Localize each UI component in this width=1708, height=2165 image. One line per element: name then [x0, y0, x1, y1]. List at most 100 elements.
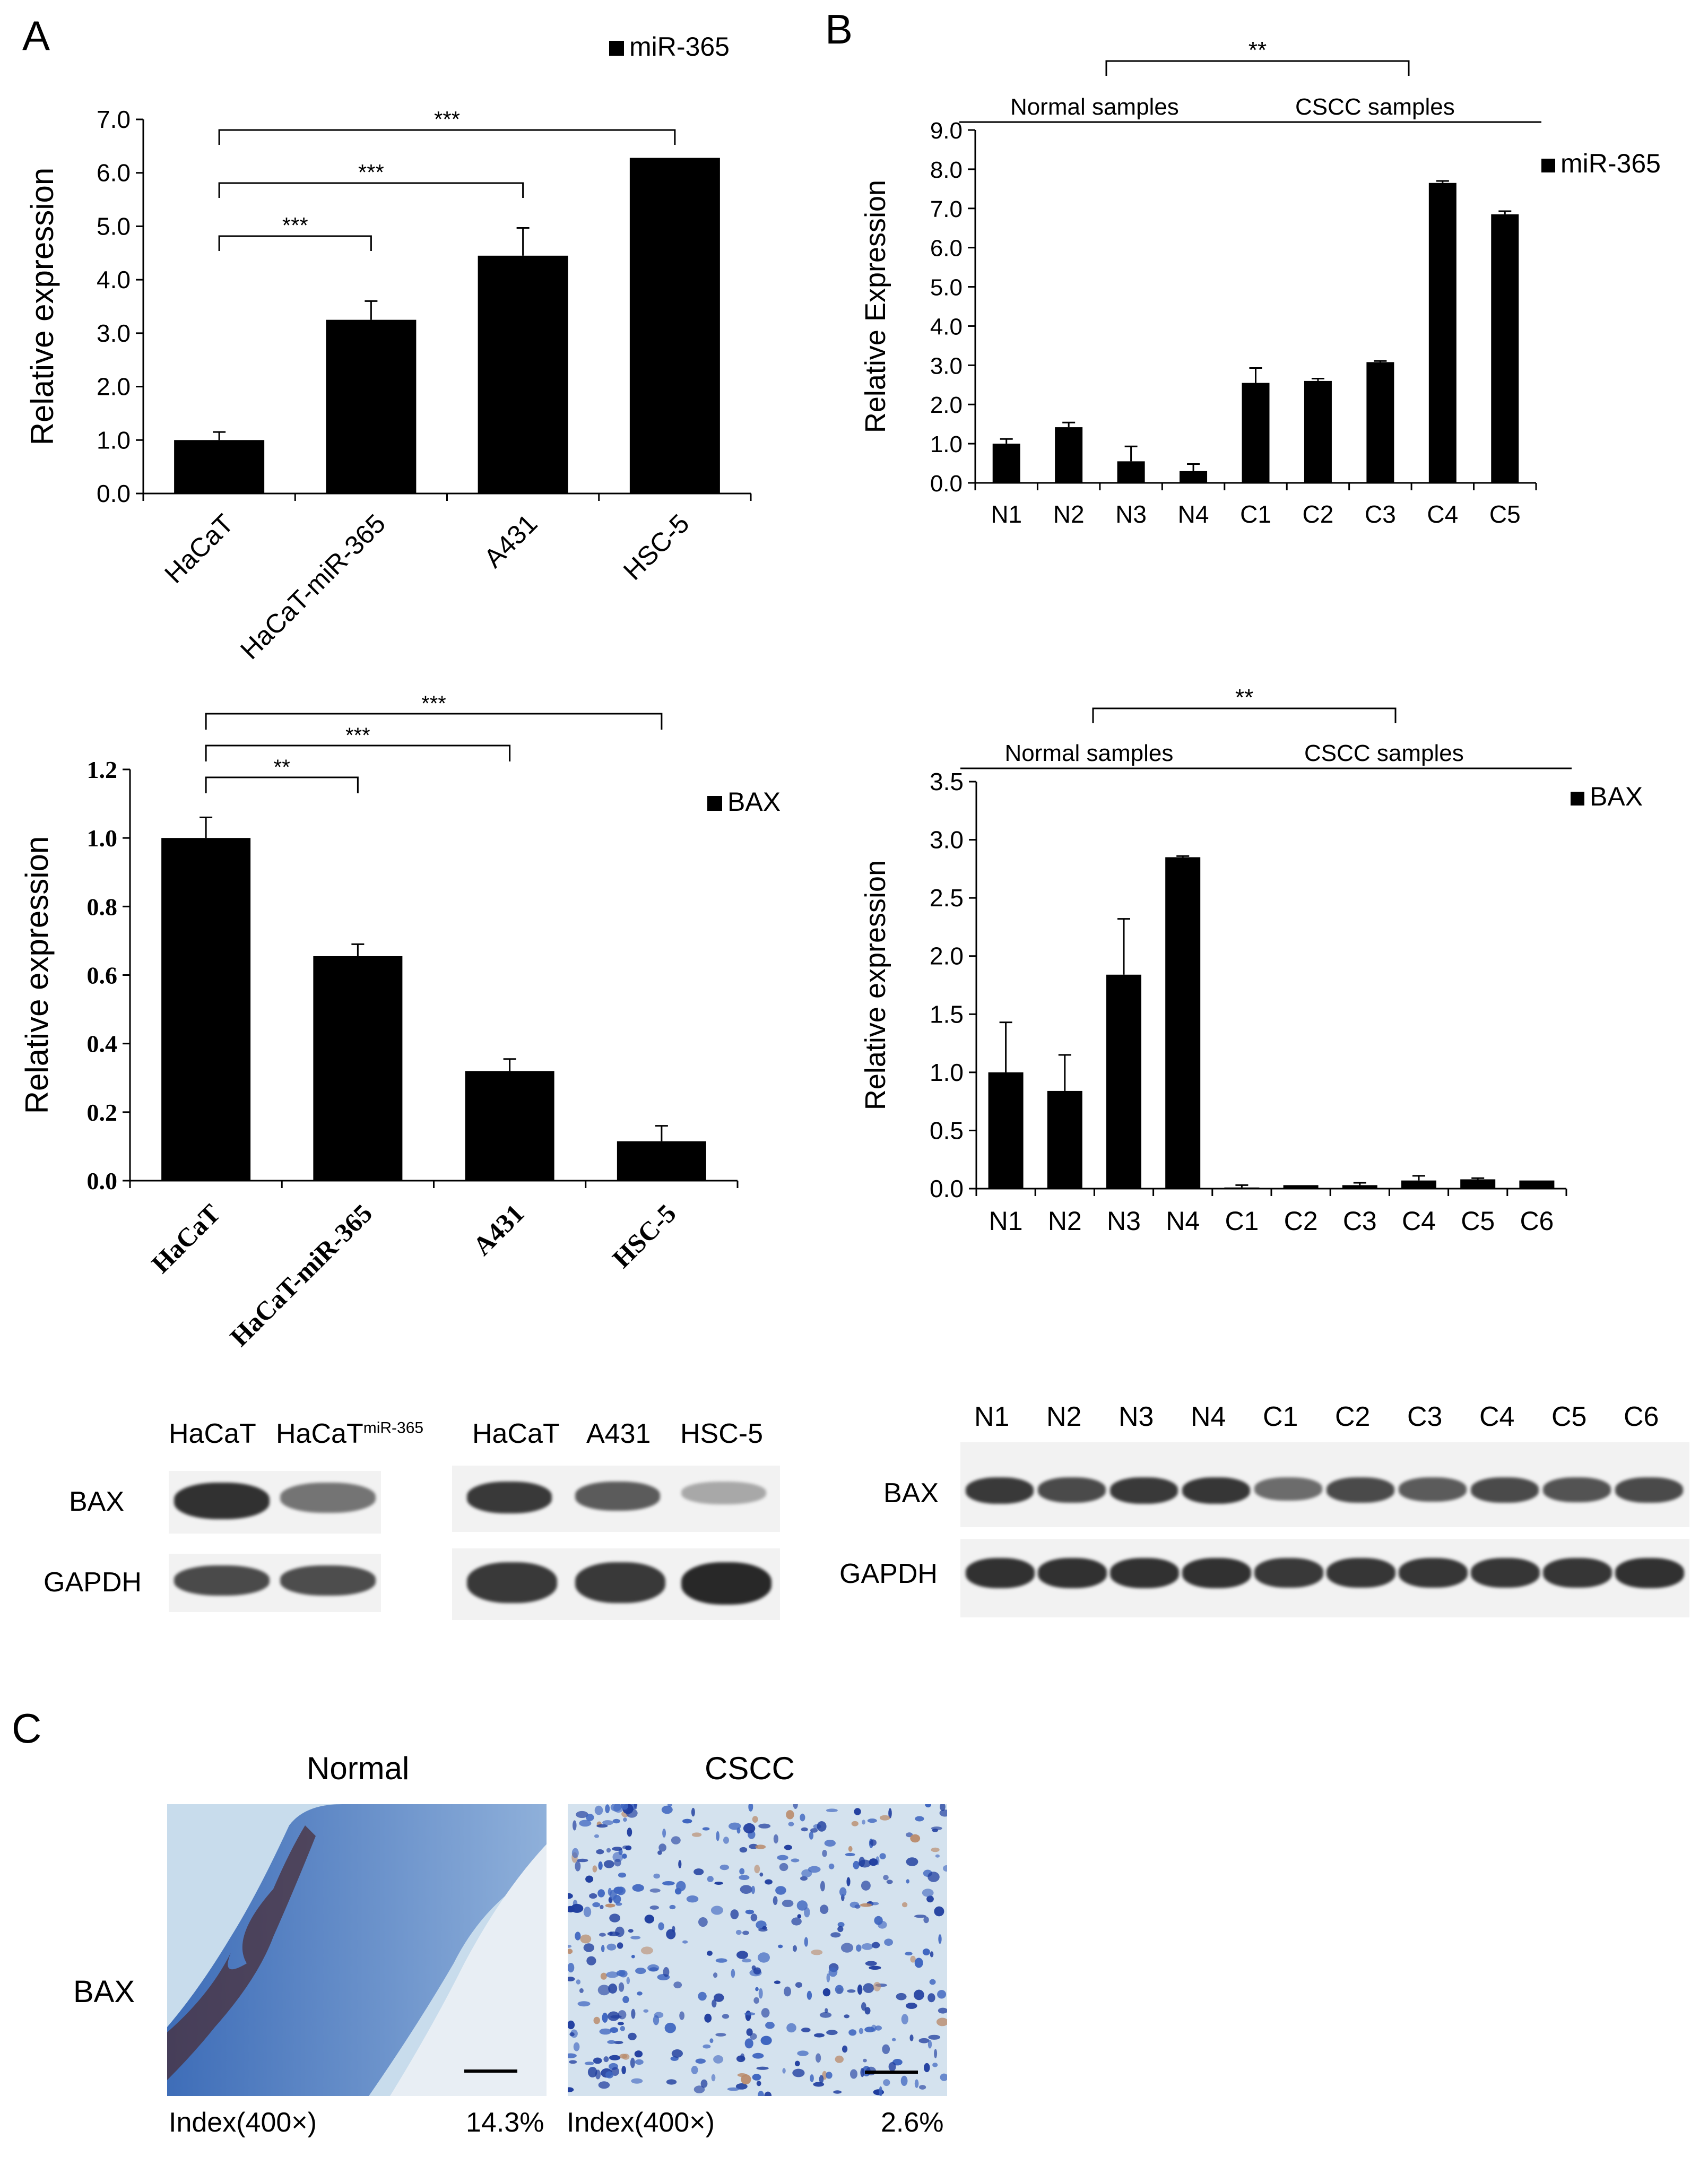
cell-nucleus — [589, 1893, 597, 1899]
right-bax-band — [1326, 1477, 1394, 1503]
cell-nucleus — [817, 1821, 827, 1832]
left1-bax-band — [280, 1483, 376, 1513]
right-gapdh-band — [1038, 1558, 1107, 1588]
cell-nucleus — [704, 2013, 712, 2023]
cell-nucleus — [928, 2034, 941, 2040]
cell-nucleus — [795, 1982, 802, 1988]
cell-nucleus — [896, 1993, 907, 2001]
cell-nucleus — [643, 2009, 649, 2013]
right-gapdh-band — [1110, 1558, 1179, 1588]
cell-nucleus — [762, 1926, 767, 1930]
a-bax-y-tick-label: 0.4 — [87, 1030, 118, 1058]
cell-nucleus — [820, 1881, 825, 1892]
cell-nucleus — [882, 2044, 890, 2054]
b-mir-bar — [1055, 427, 1083, 483]
cell-nucleus — [658, 1843, 666, 1852]
cell-nucleus — [605, 1903, 615, 1908]
cell-nucleus — [716, 1831, 719, 1841]
cell-nucleus — [587, 2067, 597, 2077]
cell-nucleus — [631, 2008, 636, 2019]
ihc-scale-bar-cscc — [865, 2071, 918, 2074]
cell-nucleus — [739, 1847, 748, 1853]
cell-nucleus — [627, 1828, 632, 1837]
cell-nucleus — [793, 1804, 798, 1809]
cell-nucleus — [622, 1854, 627, 1859]
b-mir-group-label: Normal samples — [1010, 94, 1179, 120]
cell-nucleus — [938, 2007, 947, 2014]
b-mir-y-tick-label: 1.0 — [930, 431, 963, 457]
cell-nucleus — [906, 1879, 909, 1884]
b-bax-y-tick-label: 0.5 — [930, 1116, 964, 1144]
cell-nucleus — [695, 2058, 706, 2064]
cell-nucleus — [740, 1885, 752, 1894]
b-bax-x-tick-label: N2 — [1048, 1206, 1082, 1236]
b-mir-bar — [1242, 383, 1270, 483]
cell-nucleus — [617, 1942, 623, 1949]
cell-nucleus — [930, 1951, 934, 1958]
cell-nucleus — [862, 1820, 865, 1825]
cell-nucleus — [756, 2081, 761, 2086]
a-bax-bar — [313, 956, 403, 1181]
cell-nucleus — [657, 1850, 662, 1855]
cell-nucleus — [792, 2068, 805, 2077]
cell-nucleus — [786, 2023, 796, 2033]
cell-nucleus — [598, 2081, 610, 2089]
b-bax-bar — [1342, 1185, 1377, 1189]
cell-nucleus — [623, 1817, 627, 1822]
b-mir-significance-bracket — [1105, 60, 1410, 76]
cell-nucleus — [826, 1973, 830, 1982]
cell-nucleus — [906, 1832, 913, 1838]
b-bax-bar — [1401, 1180, 1436, 1189]
b-mir-y-axis-label: Relative Expression — [860, 180, 891, 433]
cell-nucleus — [874, 1916, 883, 1925]
cell-nucleus — [630, 1936, 641, 1939]
cell-nucleus — [698, 1991, 707, 2001]
cell-nucleus — [853, 1860, 860, 1869]
cell-nucleus — [828, 1967, 838, 1977]
left2-bax-band — [681, 1482, 766, 1505]
cell-nucleus — [773, 1896, 778, 1906]
cell-nucleus — [935, 1854, 940, 1858]
a-mir-y-tick-label: 0.0 — [97, 480, 131, 507]
cell-nucleus — [925, 1804, 931, 1808]
cell-nucleus — [662, 1829, 666, 1838]
lane-label-hacat-mir365: HaCaTmiR-365 — [276, 1418, 423, 1450]
cell-nucleus — [807, 1990, 812, 2000]
cell-nucleus — [864, 2007, 871, 2015]
b-mir-x-tick-label: C3 — [1365, 500, 1396, 528]
cell-nucleus — [743, 1823, 756, 1834]
a-mir-y-tick-label: 4.0 — [97, 266, 131, 293]
cell-nucleus — [804, 1907, 810, 1918]
a-bax-bar — [161, 838, 251, 1181]
cell-nucleus — [693, 2085, 705, 2093]
cell-nucleus — [778, 1944, 783, 1948]
left2-bax-band — [467, 1482, 552, 1513]
cell-nucleus — [736, 1951, 748, 1959]
cell-nucleus — [861, 1943, 873, 1950]
ihc-title-cscc: CSCC — [705, 1751, 795, 1786]
cell-nucleus — [816, 2053, 821, 2063]
cell-nucleus — [647, 1964, 660, 1972]
cell-nucleus — [592, 1902, 601, 1908]
a-bax-bar — [465, 1071, 554, 1181]
b-mir-y-tick-label: 4.0 — [930, 314, 963, 340]
ihc-index-value-cscc: 2.6% — [881, 2107, 944, 2138]
b-mir-x-tick-label: N3 — [1115, 500, 1147, 528]
a-mir-y-tick-label: 1.0 — [97, 426, 131, 454]
cell-nucleus — [914, 2079, 919, 2088]
cell-nucleus — [859, 2028, 864, 2034]
cell-nucleus — [932, 1829, 939, 1832]
cell-nucleus — [600, 1904, 604, 1909]
lane-label-c5: C5 — [1551, 1401, 1587, 1432]
cell-nucleus — [618, 1982, 625, 1992]
b-mir-x-tick-label: C1 — [1240, 500, 1271, 528]
cell-nucleus — [822, 1988, 831, 1997]
cell-nucleus — [943, 1865, 947, 1872]
b-mir-bar — [1180, 471, 1208, 483]
cell-nucleus — [713, 1972, 718, 1978]
cell-nucleus — [929, 1979, 936, 1985]
right-gapdh-band — [1615, 1558, 1684, 1588]
cell-nucleus — [870, 1839, 877, 1846]
cell-nucleus — [729, 1822, 741, 1830]
a-mir-significance-bracket — [218, 182, 524, 198]
